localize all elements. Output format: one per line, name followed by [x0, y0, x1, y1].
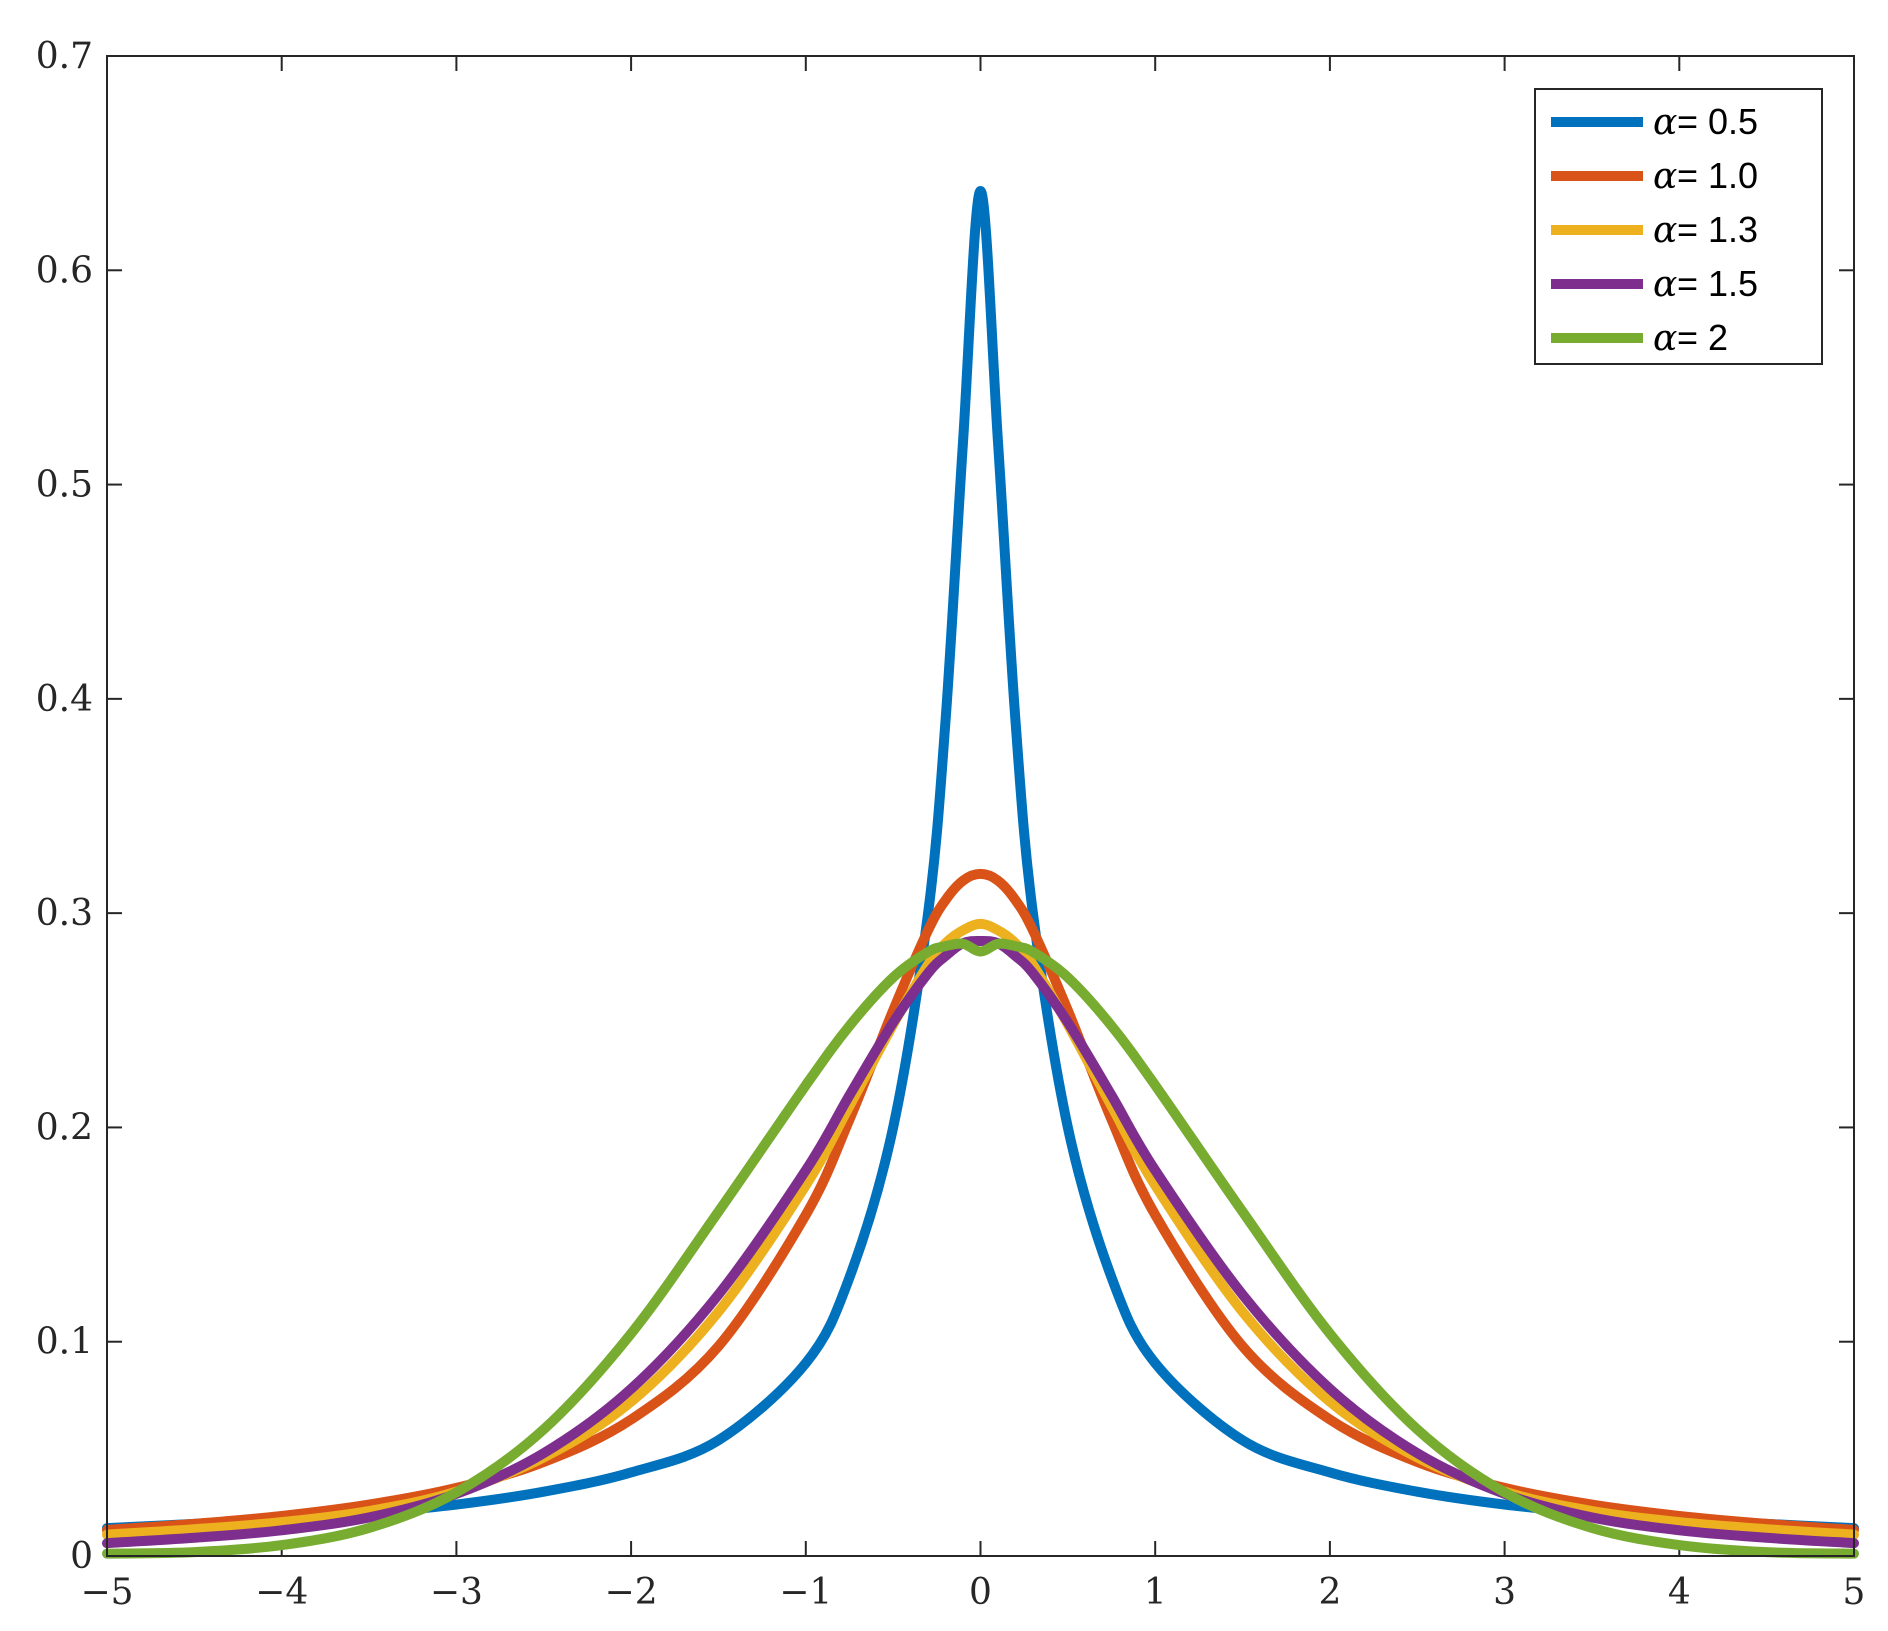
x-tick-label: 3 [1493, 1572, 1516, 1613]
series-layer [102, 186, 1859, 1559]
x-tick-label: −1 [779, 1572, 832, 1613]
x-tick-label: 4 [1668, 1572, 1691, 1613]
y-tick-label: 0.7 [36, 36, 93, 77]
y-tick-label: 0.5 [36, 465, 93, 506]
y-axis-ticks: 0 0.1 0.2 0.3 0.4 0.5 0.6 0.7 [36, 36, 1854, 1577]
y-tick-label: 0.6 [36, 250, 93, 291]
legend-item-1[interactable]: α = 0.5 [1551, 101, 1758, 143]
x-tick-label: −5 [80, 1572, 133, 1613]
y-tick-label: 0.2 [36, 1107, 93, 1148]
y-tick-label: 0.4 [36, 679, 93, 720]
legend-alpha-symbol: α [1653, 318, 1677, 359]
series-line-5 [102, 938, 1859, 1559]
legend-label: = 1.5 [1677, 263, 1758, 304]
axes-box [106, 55, 1855, 1557]
x-tick-label: 0 [969, 1572, 992, 1613]
legend-alpha-symbol: α [1653, 210, 1677, 251]
x-tick-label: −2 [605, 1572, 658, 1613]
x-tick-label: −3 [430, 1572, 483, 1613]
y-tick-label: 0 [70, 1536, 93, 1577]
y-tick-label: 0.3 [36, 893, 93, 934]
series-line-4 [102, 935, 1859, 1549]
series-line-1 [102, 186, 1859, 1534]
legend-alpha-symbol: α [1653, 264, 1677, 305]
x-tick-label: 1 [1144, 1572, 1167, 1613]
legend[interactable]: α = 0.5α = 1.0α = 1.3α = 1.5α = 2 [1534, 88, 1823, 365]
y-tick-label: 0.1 [36, 1322, 93, 1363]
legend-label: = 1.0 [1677, 155, 1758, 196]
legend-item-5[interactable]: α = 2 [1551, 317, 1728, 359]
x-tick-label: −4 [255, 1572, 308, 1613]
x-axis-ticks: −5 −4 −3 −2 −1 0 1 2 3 4 5 [80, 56, 1865, 1613]
legend-label: = 2 [1677, 317, 1728, 358]
legend-label: = 1.3 [1677, 209, 1758, 250]
legend-item-3[interactable]: α = 1.3 [1551, 209, 1758, 251]
x-tick-label: 5 [1843, 1572, 1866, 1613]
x-tick-label: 2 [1318, 1572, 1341, 1613]
legend-item-2[interactable]: α = 1.0 [1551, 155, 1758, 197]
legend-item-4[interactable]: α = 1.5 [1551, 263, 1758, 305]
legend-alpha-symbol: α [1653, 156, 1677, 197]
legend-alpha-symbol: α [1653, 102, 1677, 143]
legend-label: = 0.5 [1677, 101, 1758, 142]
